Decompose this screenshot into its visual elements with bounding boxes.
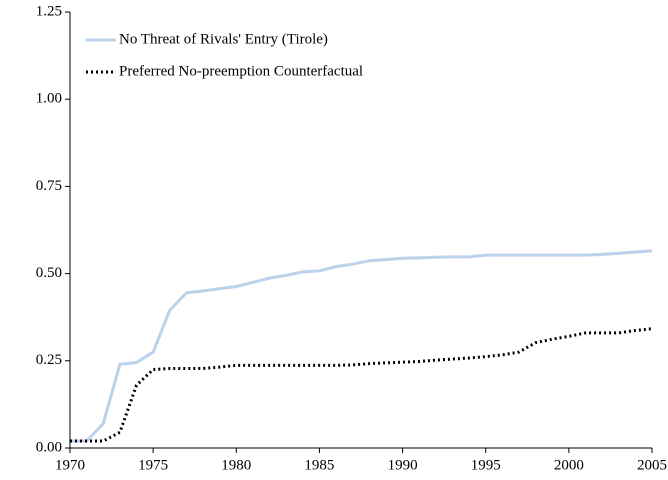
y-tick-label: 0.50 bbox=[36, 265, 62, 281]
legend-label: No Threat of Rivals' Entry (Tirole) bbox=[119, 31, 328, 47]
x-tick-label: 1995 bbox=[471, 457, 501, 473]
x-tick-label: 2005 bbox=[637, 457, 667, 473]
x-tick-label: 1970 bbox=[55, 457, 85, 473]
y-tick-label: 0.25 bbox=[36, 352, 62, 368]
x-tick-label: 1990 bbox=[388, 457, 418, 473]
x-tick-label: 2000 bbox=[554, 457, 584, 473]
y-tick-label: 0.00 bbox=[36, 439, 62, 455]
x-tick-label: 1975 bbox=[138, 457, 168, 473]
x-tick-label: 1980 bbox=[221, 457, 251, 473]
y-tick-label: 0.75 bbox=[36, 178, 62, 194]
legend-label: Preferred No-preemption Counterfactual bbox=[119, 63, 363, 79]
data-line bbox=[70, 327, 653, 443]
y-tick-label: 1.25 bbox=[36, 3, 62, 19]
x-tick-label: 1985 bbox=[304, 457, 334, 473]
data-line bbox=[70, 249, 653, 443]
y-tick-label: 1.00 bbox=[36, 91, 62, 107]
